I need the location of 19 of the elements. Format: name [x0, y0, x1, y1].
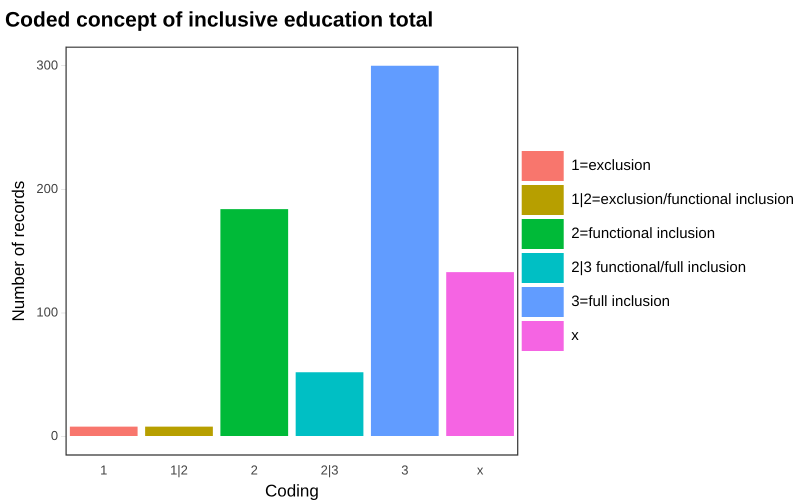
legend-label: 2=functional inclusion — [571, 225, 716, 242]
x-tick-label: 1|2 — [170, 462, 188, 478]
x-axis-title: Coding — [264, 481, 319, 500]
y-axis-title: Number of records — [8, 180, 28, 322]
legend-label: 2|3 functional/full inclusion — [571, 259, 746, 276]
legend-label: x — [571, 327, 580, 344]
x-tick-label: 2 — [250, 462, 258, 478]
y-tick-label: 0 — [50, 428, 58, 444]
legend-label: 1|2=exclusion/functional inclusion — [571, 191, 794, 208]
y-tick-label: 300 — [36, 57, 58, 72]
chart-title: Coded concept of inclusive education total — [5, 8, 434, 32]
y-tick-label: 100 — [36, 304, 58, 320]
y-tick-label: 200 — [36, 180, 58, 196]
x-tick-label: 2|3 — [320, 462, 338, 478]
legend-label: 3=full inclusion — [571, 293, 670, 310]
x-tick-label: 1 — [100, 462, 108, 478]
legend-label: 1=exclusion — [571, 157, 651, 174]
x-tick-label: x — [476, 462, 484, 478]
x-tick-label: 3 — [401, 462, 408, 478]
